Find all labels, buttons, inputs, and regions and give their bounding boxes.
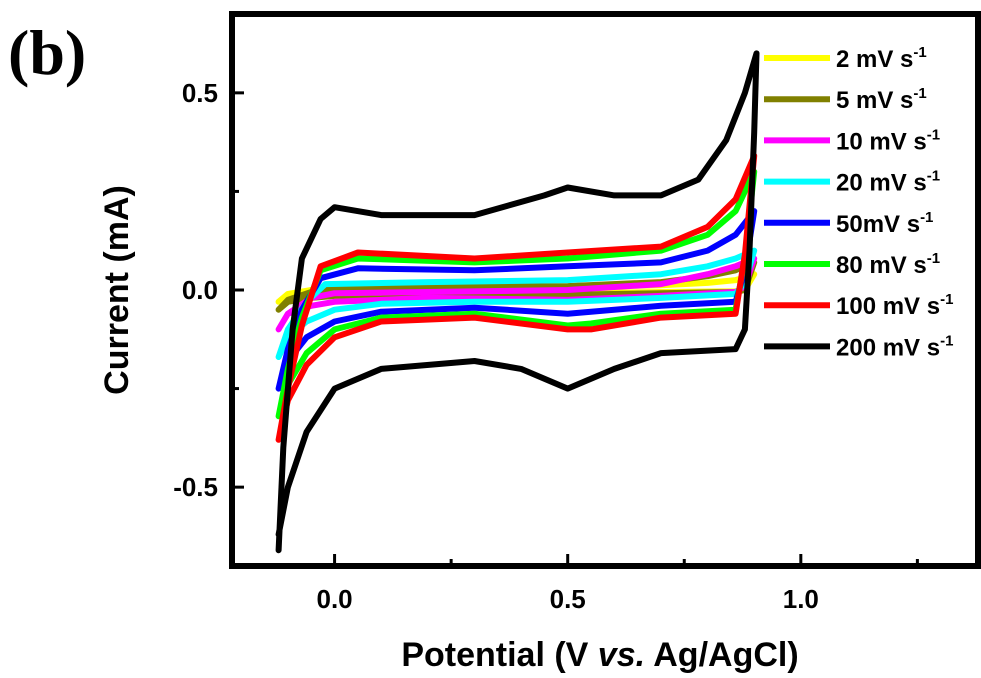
legend-label: 100 mV s-1 — [836, 291, 953, 320]
x-tick-label: 1.0 — [783, 584, 819, 614]
curves-group — [275, 50, 760, 554]
legend-label: 5 mV s-1 — [836, 85, 927, 114]
x-tick-label: 0.0 — [316, 584, 352, 614]
legend-label: 10 mV s-1 — [836, 126, 940, 155]
x-axis-title: Potential (V vs. Ag/AgCl) — [401, 636, 798, 674]
y-axis-title: Current (mA) — [98, 185, 136, 395]
legend-label: 20 mV s-1 — [836, 168, 940, 197]
x-axis-title-part-3: Ag/AgCl) — [645, 636, 799, 674]
legend: 2 mV s-1 5 mV s-1 10 mV s-1 20 mV s-1 50mV s… — [764, 44, 953, 361]
y-tick-label: 0.0 — [182, 275, 218, 305]
legend-label: 80 mV s-1 — [836, 250, 940, 279]
legend-label: 50mV s-1 — [836, 209, 933, 238]
axis-ticks: 0.0 0.5 1.0 -0.5 0.0 0.5 — [173, 78, 919, 614]
cv-curve-200-mv-s-1 — [275, 50, 760, 554]
x-axis-title-part-1: Potential (V — [401, 636, 597, 674]
y-tick-label: 0.5 — [182, 78, 218, 108]
legend-label: 200 mV s-1 — [836, 332, 953, 361]
panel-label: (b) — [8, 17, 86, 88]
x-axis-title-italic: vs. — [598, 636, 645, 674]
y-tick-label: -0.5 — [173, 472, 218, 502]
legend-label: 2 mV s-1 — [836, 44, 927, 73]
x-tick-label: 0.5 — [550, 584, 586, 614]
